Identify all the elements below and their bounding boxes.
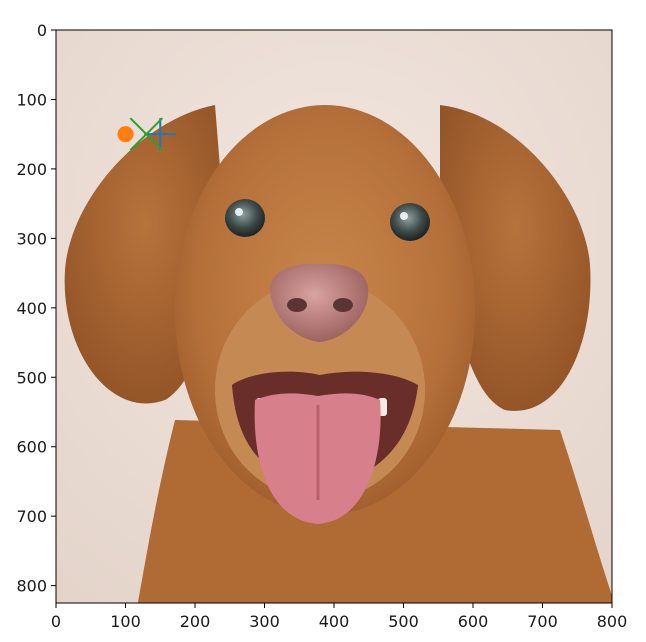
dog-photo-image bbox=[56, 30, 612, 603]
y-tick-label: 100 bbox=[16, 90, 47, 109]
dog-nostril bbox=[287, 298, 307, 312]
y-tick-label: 600 bbox=[16, 438, 47, 457]
x-tick-label: 600 bbox=[458, 612, 489, 631]
x-tick-label: 500 bbox=[388, 612, 419, 631]
x-tick-label: 0 bbox=[51, 612, 61, 631]
y-tick-label: 0 bbox=[37, 21, 47, 40]
dog-nostril bbox=[333, 298, 353, 312]
x-tick-label: 800 bbox=[597, 612, 628, 631]
y-tick-label: 200 bbox=[16, 160, 47, 179]
dog-right-ear bbox=[440, 105, 591, 411]
eye-highlight bbox=[400, 212, 408, 220]
dog-left-eye bbox=[225, 199, 265, 237]
dog-right-eye bbox=[390, 203, 430, 241]
y-axis: 0 100 200 300 400 500 600 700 800 bbox=[16, 21, 56, 596]
y-tick-label: 400 bbox=[16, 299, 47, 318]
x-tick-label: 100 bbox=[110, 612, 141, 631]
y-tick-label: 800 bbox=[16, 577, 47, 596]
y-tick-label: 700 bbox=[16, 507, 47, 526]
plus-marker bbox=[144, 118, 177, 151]
circle-marker bbox=[117, 126, 134, 143]
y-tick-label: 300 bbox=[16, 229, 47, 248]
x-axis: 0 100 200 300 400 500 600 700 800 bbox=[51, 603, 627, 631]
dog-nose bbox=[270, 263, 369, 342]
x-tick-label: 300 bbox=[249, 612, 280, 631]
data-markers bbox=[117, 117, 177, 151]
x-tick-label: 400 bbox=[319, 612, 350, 631]
x-tick-label: 200 bbox=[180, 612, 211, 631]
dog-figure bbox=[64, 105, 612, 603]
eye-highlight bbox=[235, 208, 243, 216]
x-tick-label: 700 bbox=[527, 612, 558, 631]
y-tick-label: 500 bbox=[16, 368, 47, 387]
x-marker bbox=[129, 117, 164, 151]
